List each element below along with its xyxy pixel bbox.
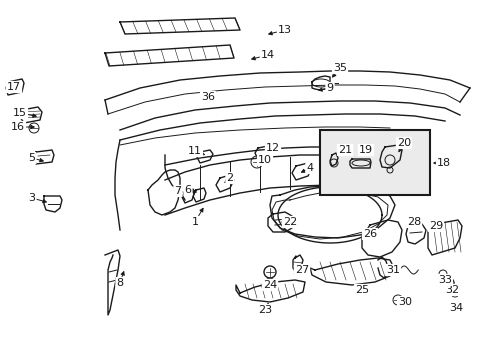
- Text: 22: 22: [282, 217, 297, 227]
- Text: 1: 1: [191, 217, 198, 227]
- Text: 4: 4: [306, 163, 313, 173]
- Text: 9: 9: [326, 83, 333, 93]
- Text: 16: 16: [11, 122, 25, 132]
- Text: 25: 25: [354, 285, 368, 295]
- Text: 3: 3: [28, 193, 36, 203]
- Text: 30: 30: [397, 297, 411, 307]
- Text: 17: 17: [7, 82, 21, 92]
- Text: 20: 20: [396, 138, 410, 148]
- Text: 33: 33: [437, 275, 451, 285]
- Text: 7: 7: [174, 186, 181, 196]
- Text: 26: 26: [362, 229, 376, 239]
- Text: 24: 24: [263, 280, 277, 290]
- Polygon shape: [105, 45, 234, 66]
- Text: 18: 18: [436, 158, 450, 168]
- Text: 13: 13: [278, 25, 291, 35]
- Text: 6: 6: [184, 185, 191, 195]
- Text: 35: 35: [332, 63, 346, 73]
- Text: 27: 27: [294, 265, 308, 275]
- Text: 29: 29: [428, 221, 442, 231]
- Text: 23: 23: [257, 305, 271, 315]
- Polygon shape: [120, 18, 240, 34]
- Text: 10: 10: [258, 155, 271, 165]
- Text: 14: 14: [261, 50, 274, 60]
- Text: 8: 8: [116, 278, 123, 288]
- Text: 28: 28: [406, 217, 420, 227]
- Text: 34: 34: [448, 303, 462, 313]
- Text: 21: 21: [337, 145, 351, 155]
- Text: 31: 31: [385, 265, 399, 275]
- Text: 11: 11: [187, 146, 202, 156]
- Text: 15: 15: [13, 108, 27, 118]
- Text: 12: 12: [265, 143, 280, 153]
- Text: 36: 36: [201, 92, 215, 102]
- Bar: [319, 130, 429, 195]
- Text: 2: 2: [226, 173, 233, 183]
- Text: 32: 32: [444, 285, 458, 295]
- Text: 19: 19: [358, 145, 372, 155]
- Text: 5: 5: [28, 153, 36, 163]
